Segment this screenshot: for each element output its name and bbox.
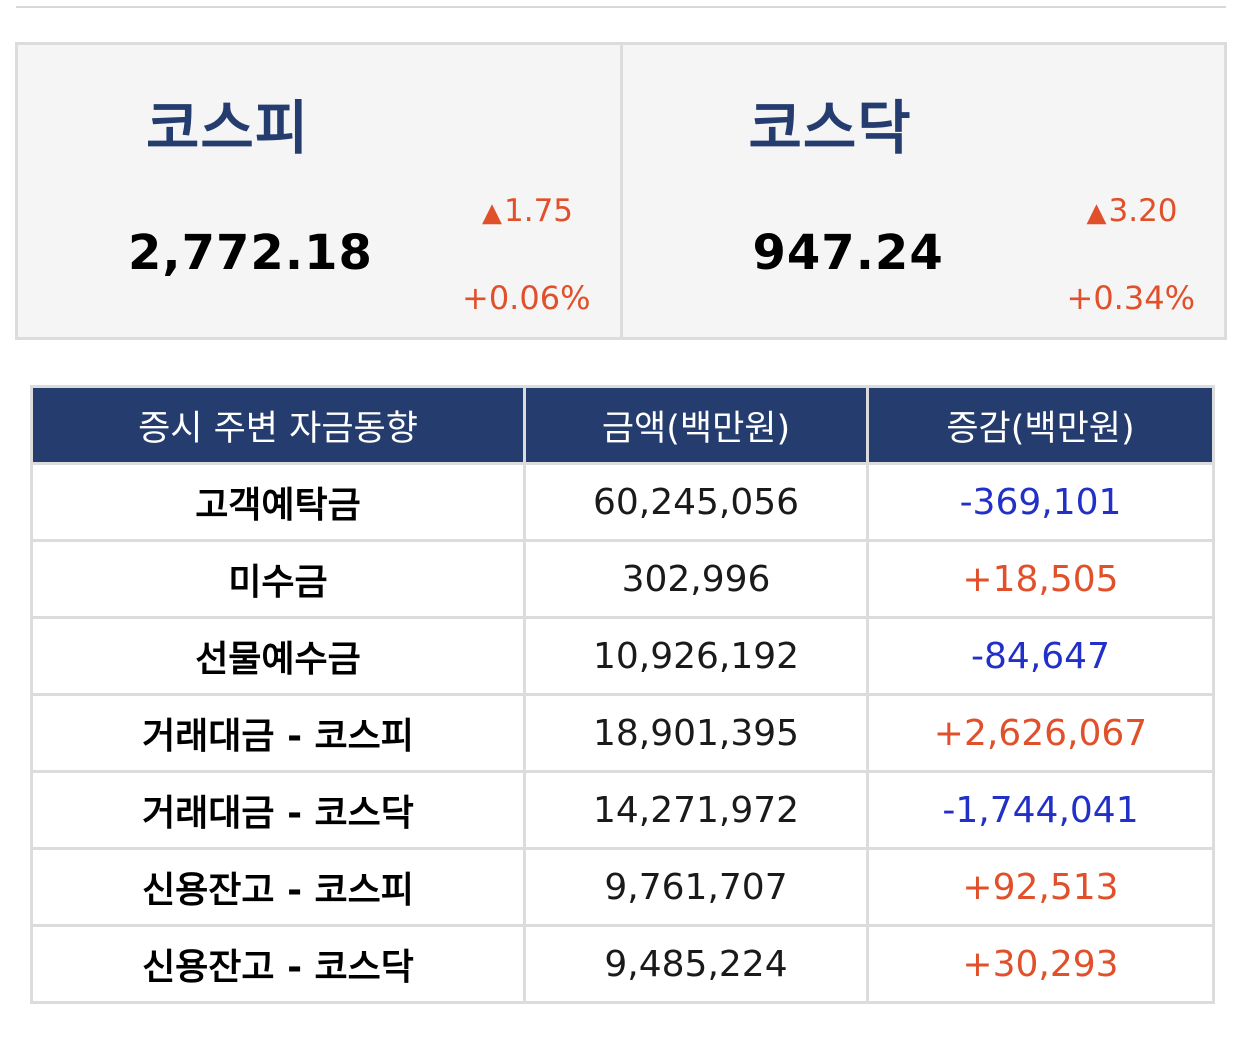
row-amount: 14,271,972 [523, 770, 869, 850]
index-change-value: 3.20 [1108, 193, 1178, 229]
row-amount: 302,996 [523, 539, 869, 619]
table-row: 거래대금 - 코스닥 14,271,972 -1,744,041 [30, 770, 1215, 850]
row-label: 신용잔고 - 코스닥 [30, 924, 526, 1004]
row-change: +2,626,067 [866, 693, 1215, 773]
row-change: -84,647 [866, 616, 1215, 696]
up-triangle-icon: ▲ [482, 198, 502, 228]
column-header-amount: 금액(백만원) [523, 385, 869, 465]
table-row: 미수금 302,996 +18,505 [30, 539, 1215, 619]
index-change-rate: +0.06% [462, 279, 591, 317]
table-row: 신용잔고 - 코스닥 9,485,224 +30,293 [30, 924, 1215, 1004]
index-change: ▲3.20 [1087, 193, 1178, 229]
row-amount: 60,245,056 [523, 462, 869, 542]
index-name: 코스피 [146, 94, 310, 162]
table-row: 선물예수금 10,926,192 -84,647 [30, 616, 1215, 696]
column-header-category: 증시 주변 자금동향 [30, 385, 526, 465]
row-label: 신용잔고 - 코스피 [30, 847, 526, 927]
index-change: ▲1.75 [482, 193, 573, 229]
table-row: 고객예탁금 60,245,056 -369,101 [30, 462, 1215, 542]
fund-flow-table: 증시 주변 자금동향 금액(백만원) 증감(백만원) 고객예탁금 60,245,0… [30, 385, 1215, 1004]
row-label: 거래대금 - 코스닥 [30, 770, 526, 850]
index-name: 코스닥 [748, 94, 912, 162]
index-card-kosdaq[interactable]: 코스닥 947.24 ▲3.20 +0.34% [619, 45, 1225, 337]
up-triangle-icon: ▲ [1086, 198, 1107, 228]
index-value: 2,772.18 [128, 225, 373, 281]
index-change-value: 1.75 [504, 193, 574, 229]
index-change-rate: +0.34% [1066, 279, 1195, 317]
row-amount: 9,485,224 [523, 924, 869, 1004]
index-value: 947.24 [752, 225, 944, 281]
row-label: 미수금 [30, 539, 526, 619]
column-header-change: 증감(백만원) [866, 385, 1215, 465]
row-label: 선물예수금 [30, 616, 526, 696]
row-change: +92,513 [866, 847, 1215, 927]
table-header-row: 증시 주변 자금동향 금액(백만원) 증감(백만원) [30, 385, 1215, 465]
row-change: +18,505 [866, 539, 1215, 619]
row-change: -369,101 [866, 462, 1215, 542]
row-label: 고객예탁금 [30, 462, 526, 542]
table-row: 신용잔고 - 코스피 9,761,707 +92,513 [30, 847, 1215, 927]
table-row: 거래대금 - 코스피 18,901,395 +2,626,067 [30, 693, 1215, 773]
top-divider [16, 6, 1226, 8]
row-amount: 18,901,395 [523, 693, 869, 773]
index-card-kospi[interactable]: 코스피 2,772.18 ▲1.75 +0.06% [18, 45, 620, 337]
row-amount: 9,761,707 [523, 847, 869, 927]
row-change: -1,744,041 [866, 770, 1215, 850]
market-index-panel: 코스피 2,772.18 ▲1.75 +0.06% 코스닥 947.24 ▲3.… [15, 42, 1227, 340]
row-change: +30,293 [866, 924, 1215, 1004]
row-label: 거래대금 - 코스피 [30, 693, 526, 773]
row-amount: 10,926,192 [523, 616, 869, 696]
